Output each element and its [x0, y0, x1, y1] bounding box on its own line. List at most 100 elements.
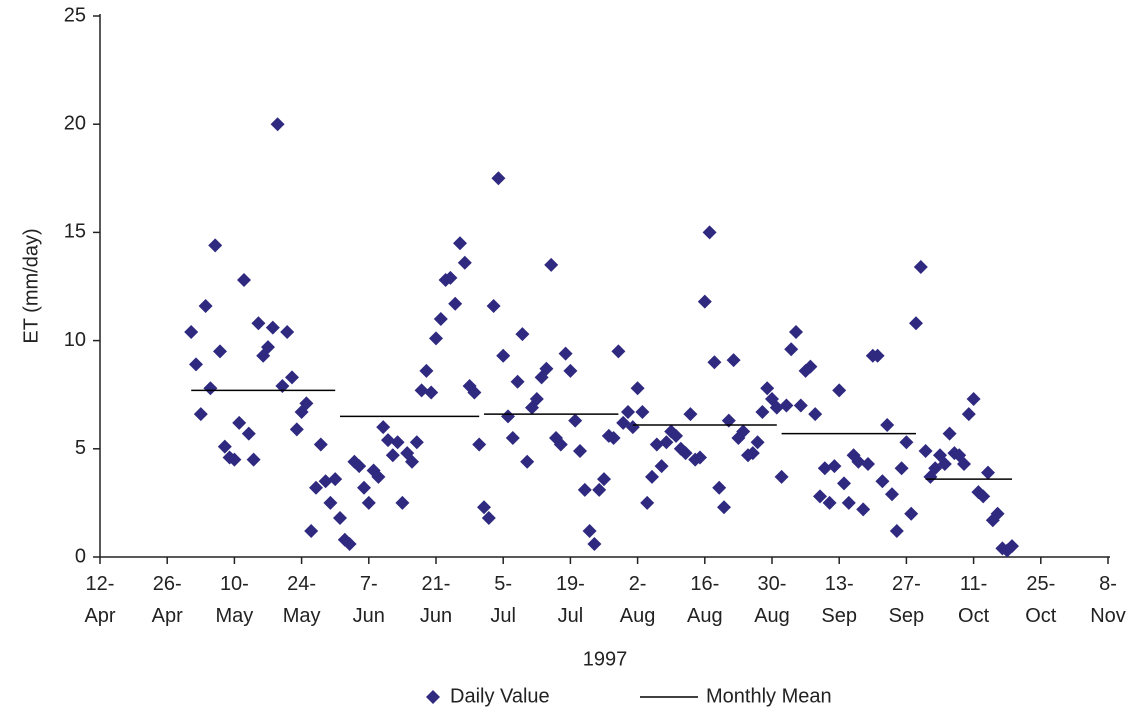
data-point [505, 430, 520, 445]
data-point [275, 379, 290, 394]
data-point [755, 405, 770, 420]
data-point [702, 225, 717, 240]
data-point [981, 465, 995, 480]
x-tick-label: 19- Jul [556, 573, 585, 627]
data-point [558, 346, 573, 361]
data-point [241, 426, 256, 441]
data-point [472, 437, 487, 452]
data-point [510, 374, 525, 389]
data-point [433, 311, 448, 326]
data-point [323, 495, 338, 510]
data-point [736, 424, 751, 439]
data-point [760, 381, 775, 396]
data-point [453, 236, 467, 251]
data-point [880, 417, 895, 432]
data-point [678, 446, 693, 461]
x-tick-label-part: May [216, 605, 254, 627]
x-axis-label: 1997 [583, 648, 628, 670]
x-tick-label-part: Sep [889, 605, 925, 627]
data-point [385, 448, 400, 463]
data-point [937, 456, 952, 471]
x-tick-label-part: 12- [86, 573, 115, 595]
data-point [875, 474, 890, 489]
data-point [371, 469, 386, 484]
x-tick-label-part: 30- [758, 573, 787, 595]
data-point [280, 324, 295, 339]
data-point [683, 407, 698, 422]
x-tick-label: 12- Apr [84, 573, 115, 627]
data-point [203, 381, 218, 396]
data-point [419, 363, 434, 378]
data-point [381, 433, 395, 448]
data-point [837, 476, 851, 491]
data-point [707, 355, 722, 370]
x-tick-label-part: Jun [420, 605, 452, 627]
data-point [856, 502, 871, 517]
data-point [208, 238, 223, 253]
data-point [630, 381, 645, 396]
data-point [577, 482, 592, 497]
data-point [318, 474, 333, 489]
y-tick-label: 25 [64, 4, 86, 26]
data-point [189, 357, 203, 372]
data-point [750, 435, 765, 450]
data-point [697, 294, 712, 309]
data-point [352, 459, 367, 474]
data-point [990, 506, 1005, 521]
data-point [568, 413, 583, 428]
x-tick-label-part: May [283, 605, 321, 627]
data-point [841, 495, 856, 510]
x-tick-label-part: Nov [1090, 605, 1126, 627]
data-point [606, 430, 621, 445]
data-point [285, 370, 299, 385]
data-point [784, 342, 799, 357]
x-tick-label-part: Jun [353, 605, 385, 627]
data-point [961, 407, 976, 422]
data-point [246, 452, 261, 467]
x-tick-label: 2- Aug [620, 573, 656, 627]
data-point [587, 537, 602, 552]
y-tick-label: 0 [75, 545, 86, 567]
data-point [193, 407, 208, 422]
x-tick-label-part: Jul [558, 605, 584, 627]
y-tick-label: 15 [64, 221, 86, 243]
x-tick-label-part: Oct [958, 605, 990, 627]
data-point [251, 316, 266, 331]
x-tick-label: 5- Jul [490, 573, 516, 627]
data-point [539, 361, 554, 376]
data-point [405, 454, 419, 469]
data-point [712, 480, 727, 495]
x-tick-label-part: 24- [287, 573, 316, 595]
data-point [779, 398, 794, 413]
x-tick-label-part: Sep [821, 605, 857, 627]
data-point [721, 413, 736, 428]
data-point [477, 500, 491, 515]
data-point [501, 409, 515, 424]
data-point [976, 489, 991, 504]
x-tick-label-part: 5- [494, 573, 512, 595]
data-point [409, 435, 424, 450]
data-point [966, 392, 981, 407]
data-point [342, 537, 357, 552]
x-tick-label-part: 19- [556, 573, 585, 595]
data-point [822, 495, 837, 510]
data-point [899, 435, 914, 450]
data-point [649, 437, 664, 452]
x-tick-label-part: Oct [1025, 605, 1057, 627]
x-tick-label-part: 25- [1026, 573, 1055, 595]
data-point [237, 273, 251, 288]
data-point [496, 348, 511, 363]
data-point [669, 428, 683, 443]
x-tick-label-part: Aug [754, 605, 790, 627]
data-point [448, 296, 463, 311]
data-point [726, 353, 741, 368]
legend-label: Monthly Mean [706, 685, 832, 707]
data-point [870, 348, 885, 363]
data-point [429, 331, 443, 346]
data-point [313, 437, 328, 452]
data-point [909, 316, 923, 331]
y-axis-label: ET (mm/day) [20, 228, 42, 343]
x-tick-label: 13- Sep [821, 573, 857, 627]
x-tick-label: 26- Apr [152, 573, 183, 627]
